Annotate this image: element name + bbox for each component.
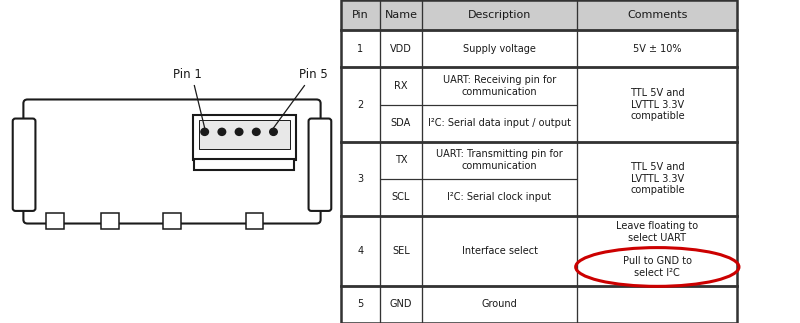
Text: Leave floating to
select UART: Leave floating to select UART [616,221,698,243]
Bar [422,141,578,179]
Bar [422,105,578,141]
Circle shape [235,128,243,135]
Text: 2: 2 [358,99,363,109]
Text: UART: Receiving pin for
communication: UART: Receiving pin for communication [443,75,556,97]
Text: Name: Name [385,10,418,20]
Bar [422,68,578,105]
Bar [341,30,380,68]
Bar [380,0,422,30]
Circle shape [253,128,260,135]
Bar [163,213,181,229]
Circle shape [218,128,226,135]
Text: SDA: SDA [391,118,411,128]
Text: Interface select: Interface select [462,246,538,256]
Bar [341,286,380,323]
FancyBboxPatch shape [13,119,35,211]
Text: 4: 4 [358,246,363,256]
FancyBboxPatch shape [309,119,331,211]
Bar [341,0,380,30]
Text: 1: 1 [358,44,363,54]
Bar [193,115,296,160]
Text: RX: RX [394,81,408,91]
Text: 3: 3 [358,173,363,183]
Text: Ground: Ground [482,299,518,309]
Text: Pin: Pin [352,10,369,20]
Text: 5: 5 [358,299,363,309]
Bar [422,179,578,216]
Bar [341,216,380,286]
Bar [380,68,422,105]
Text: Comments: Comments [627,10,687,20]
Bar [380,141,422,179]
Bar [341,0,738,323]
Text: TX: TX [394,155,407,165]
Bar [422,0,578,30]
Circle shape [201,128,209,135]
Bar [246,213,263,229]
Bar [380,216,422,286]
Bar [578,286,738,323]
Bar [199,120,290,149]
Text: Pin 1: Pin 1 [173,68,202,81]
Text: SCL: SCL [392,192,410,202]
Bar [380,0,422,30]
Text: Pin 5: Pin 5 [298,68,327,81]
Text: GND: GND [390,299,412,309]
Bar [102,213,118,229]
Bar [380,286,422,323]
Bar [194,159,294,170]
Text: UART: Transmitting pin for
communication: UART: Transmitting pin for communication [436,149,563,171]
Text: TTL 5V and
LVTTL 3.3V
compatible: TTL 5V and LVTTL 3.3V compatible [630,162,685,195]
FancyBboxPatch shape [23,99,321,224]
Bar [341,0,380,30]
Bar [341,68,380,141]
Bar [341,141,380,216]
Bar [578,0,738,30]
Bar [46,213,64,229]
Circle shape [270,128,278,135]
Text: I²C: Serial data input / output: I²C: Serial data input / output [428,118,571,128]
Bar [578,141,738,216]
Bar [578,216,738,286]
Bar [380,30,422,68]
Bar [380,105,422,141]
Text: Description: Description [468,10,531,20]
Bar [578,0,738,30]
Bar [578,30,738,68]
Bar [422,0,578,30]
Bar [578,68,738,141]
Text: I²C: Serial clock input: I²C: Serial clock input [447,192,552,202]
Text: SEL: SEL [392,246,410,256]
Text: VDD: VDD [390,44,412,54]
Bar [380,179,422,216]
Text: 5V ± 10%: 5V ± 10% [633,44,682,54]
Bar [422,216,578,286]
Text: TTL 5V and
LVTTL 3.3V
compatible: TTL 5V and LVTTL 3.3V compatible [630,88,685,121]
Text: Pull to GND to
select I²C: Pull to GND to select I²C [623,256,692,278]
Bar [422,286,578,323]
Bar [422,30,578,68]
Text: Supply voltage: Supply voltage [463,44,536,54]
